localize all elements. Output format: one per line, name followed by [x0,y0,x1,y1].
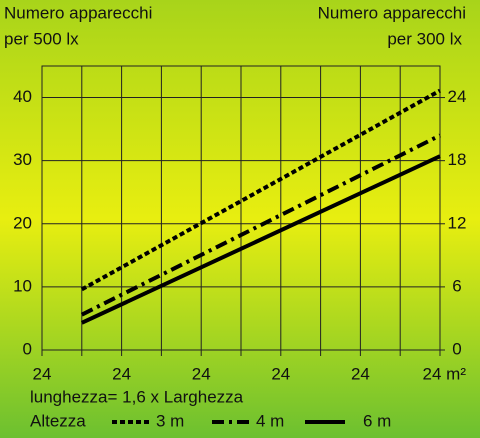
y-axis-title: Numero apparecchi [4,3,152,22]
y2-tick-label: 18 [448,150,467,169]
x-tick-label: 24 [271,364,290,383]
y-tick-label: 10 [13,276,32,295]
legend-label: 4 m [256,411,284,430]
x-tick-label: 24 m² [423,364,467,383]
legend-label: 6 m [363,411,391,430]
series-line [80,88,441,292]
y-axis-title: per 500 lx [4,29,79,48]
y-tick-label: 20 [13,213,32,232]
y-tick-label: 40 [13,87,32,106]
y2-tick-label: 24 [448,87,467,106]
legend-title: Altezza [30,411,86,430]
x-tick-label: 24 [351,364,370,383]
y2-tick-label: 0 [452,339,461,358]
y-tick-label: 30 [13,150,32,169]
y-tick-label: 0 [23,339,32,358]
y2-axis-title: Numero apparecchi [318,3,466,22]
y2-tick-label: 12 [448,213,467,232]
series-line [80,154,441,325]
x-tick-label: 24 [192,364,211,383]
x-tick-label: 24 [33,364,52,383]
y2-axis-title: per 300 lx [387,29,462,48]
annotation: lunghezza= 1,6 x Larghezza [30,387,244,406]
y2-tick-label: 6 [452,276,461,295]
x-tick-label: 24 [112,364,131,383]
legend-label: 3 m [156,411,184,430]
series-line [80,133,441,317]
